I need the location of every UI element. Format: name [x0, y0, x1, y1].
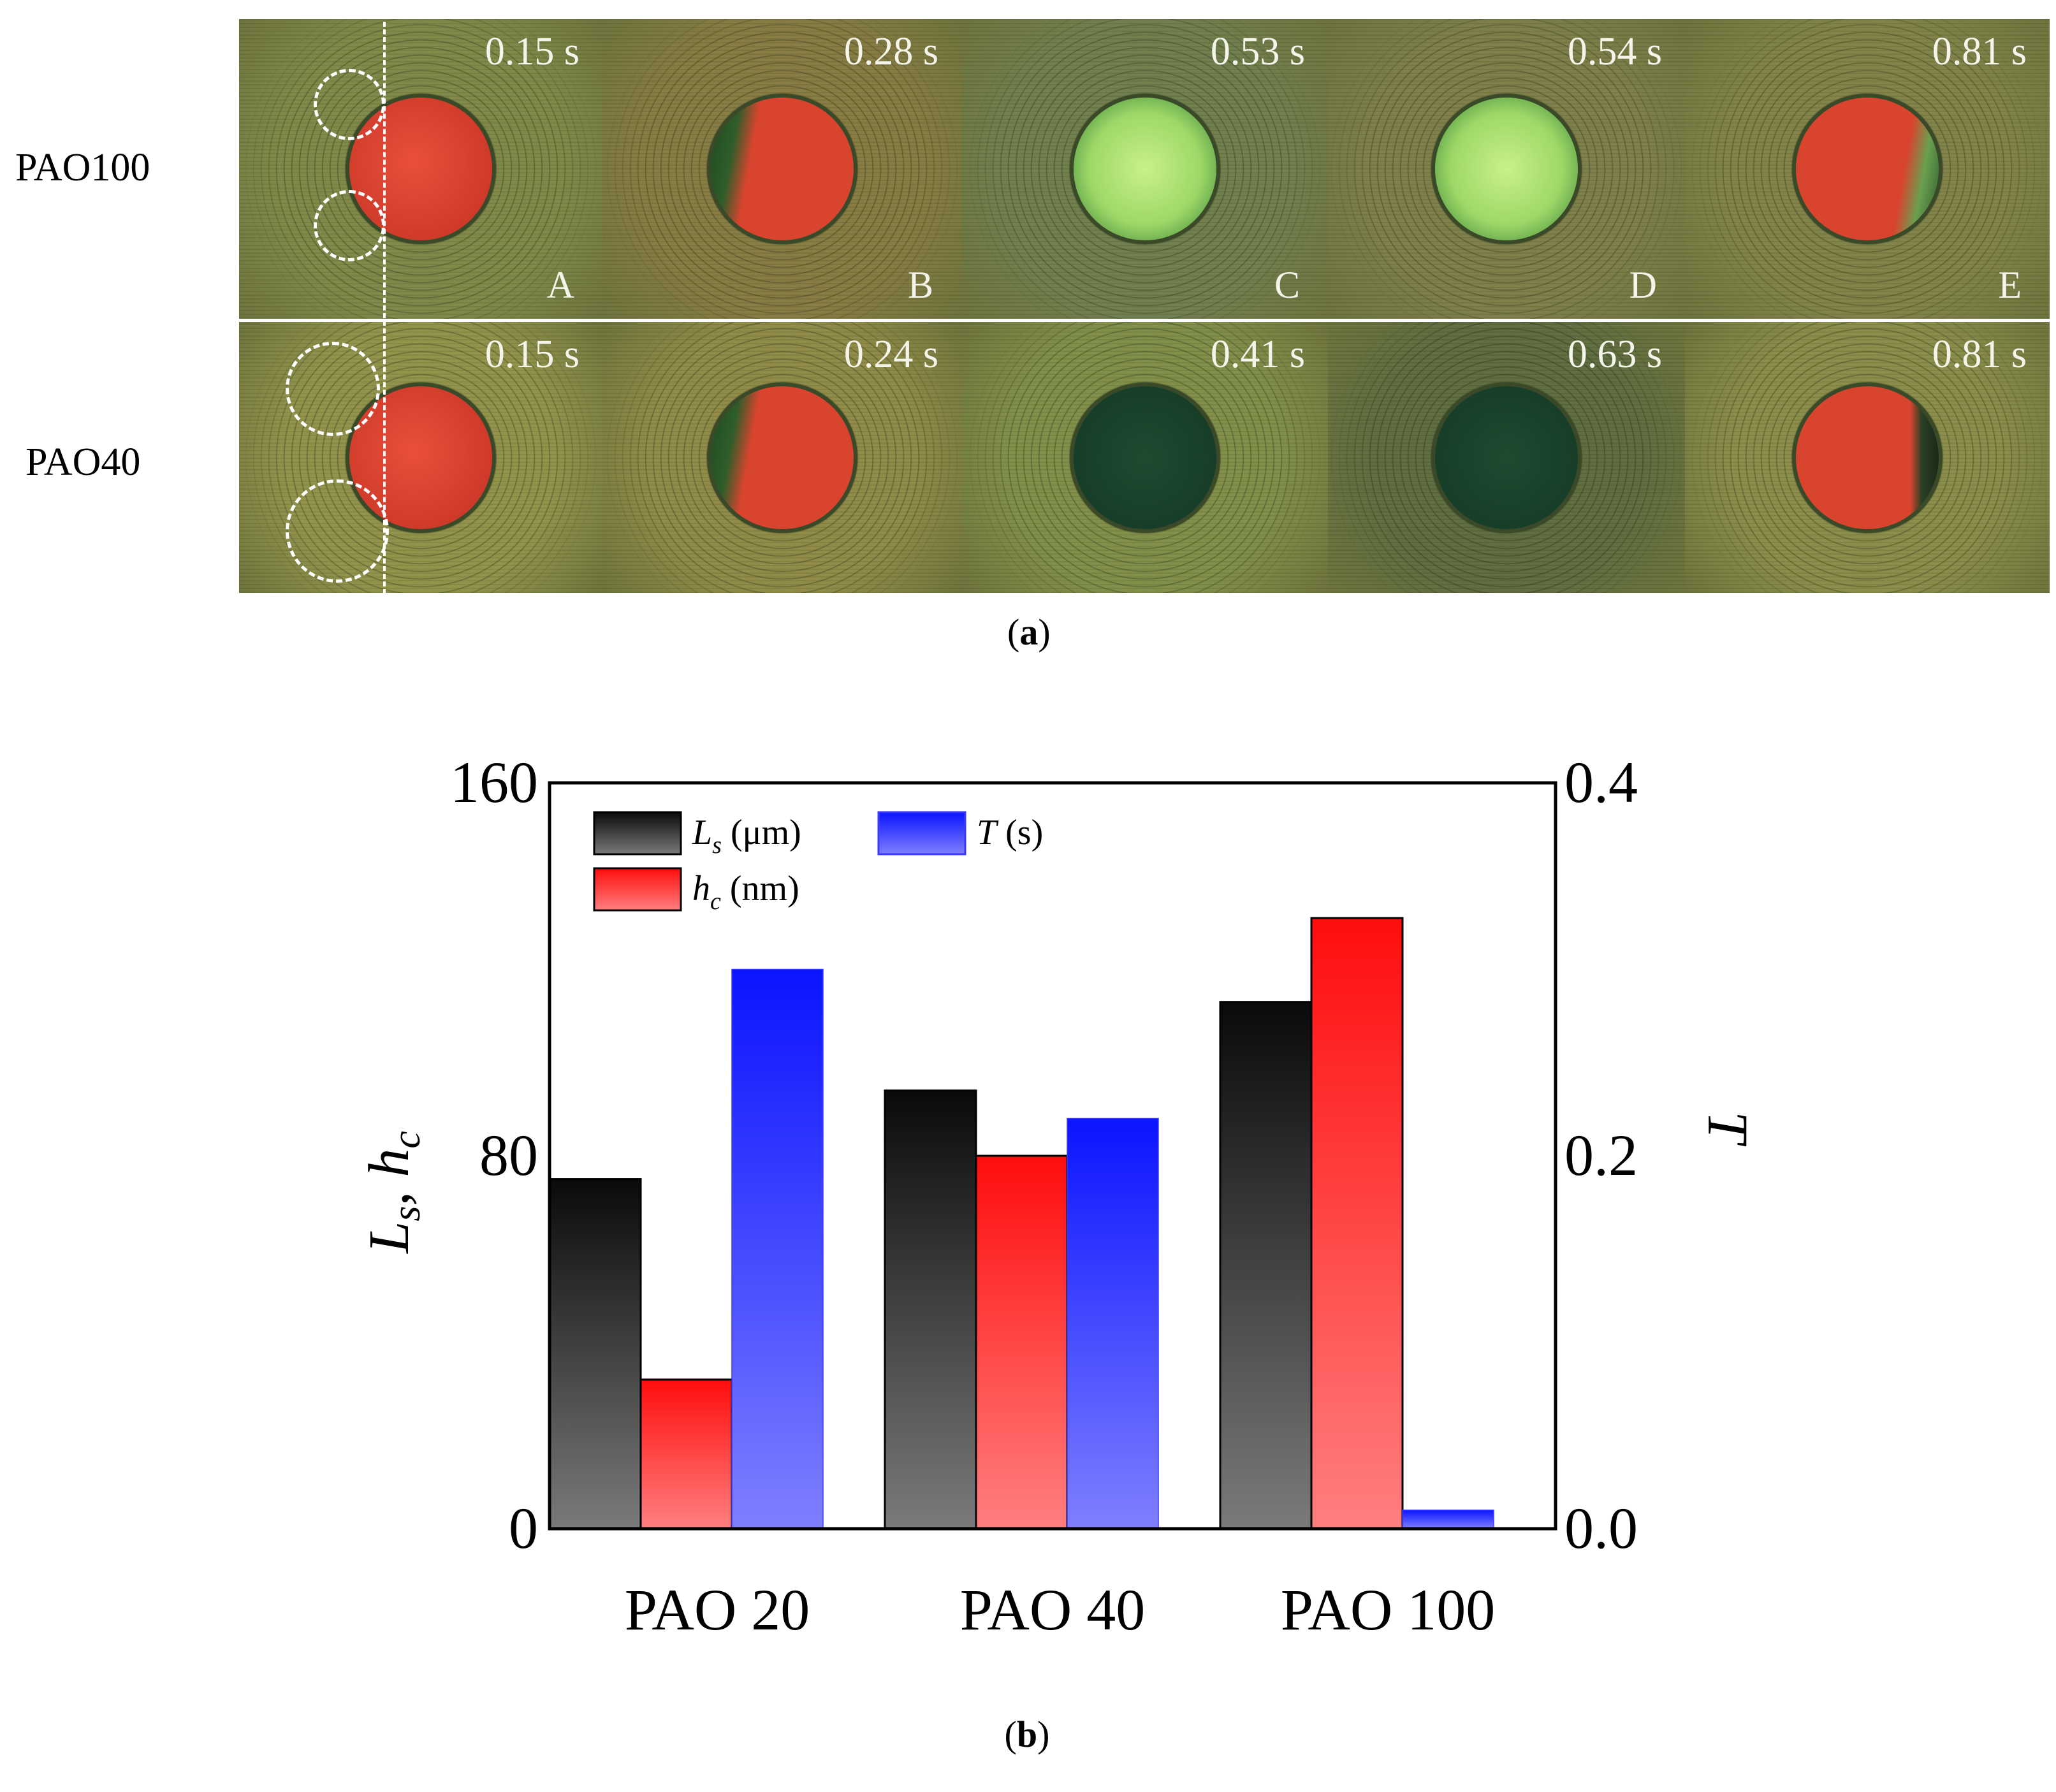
dashed-circle-marker: [314, 190, 385, 261]
micrograph-frame: 0.81 s: [1685, 322, 2050, 593]
bar-h-pao-40: [975, 1155, 1068, 1530]
legend-label: T (s): [977, 813, 1043, 852]
y-right-tick-label: 0.2: [1564, 1123, 1638, 1188]
frame-time-label: 0.41 s: [1210, 333, 1305, 376]
contact-disc: [1069, 94, 1220, 244]
frame-time-label: 0.81 s: [1932, 30, 2027, 73]
contact-disc: [706, 382, 857, 533]
micrograph-panel: PAO100 PAO40 0.15 s A 0.28 s B 0.53 s C 0.54 s…: [0, 0, 2056, 663]
panel-a-caption: (a): [1007, 611, 1051, 653]
bar-l-pao-40: [884, 1089, 977, 1530]
legend-swatch: [593, 867, 682, 912]
dashed-reference-line: [383, 22, 386, 594]
y-axis-right-label: T: [1696, 1111, 1759, 1147]
x-tick-label: PAO 100: [1281, 1577, 1496, 1642]
row-label-pao100: PAO100: [15, 146, 150, 189]
micrograph-frame: 0.41 s: [961, 322, 1328, 593]
panel-a-caption-text: a: [1019, 611, 1039, 653]
bar-h-pao-20: [639, 1378, 733, 1530]
micrograph-frame: 0.28 s B: [602, 19, 961, 319]
y-right-tick-label: 0.0: [1564, 1496, 1638, 1561]
micrograph-frame: 0.81 s E: [1685, 19, 2050, 319]
y-left-tick-label: 160: [450, 750, 538, 815]
micrograph-frame: 0.15 s A: [239, 19, 602, 319]
panel-b-caption: (b): [1005, 1714, 1050, 1755]
frame-time-label: 0.53 s: [1210, 30, 1305, 73]
x-tick-label: PAO 40: [960, 1577, 1146, 1642]
frame-time-label: 0.15 s: [485, 30, 580, 73]
x-tick-label: PAO 20: [625, 1577, 810, 1642]
micrograph-frame: 0.53 s C: [961, 19, 1328, 319]
frame-letter-label: D: [1629, 264, 1657, 306]
contact-disc: [706, 94, 857, 244]
bar-chart: 0 80 160 0.0 0.2 0.4 PAO 20 PAO 40 PAO 100 Ls (μ…: [358, 750, 1759, 1755]
bar-h-pao-100: [1310, 917, 1404, 1530]
bar-t-pao-100: [1402, 1510, 1494, 1529]
frame-letter-label: B: [907, 264, 933, 306]
bar-l-pao-100: [1219, 1001, 1313, 1530]
bar-l-pao-20: [548, 1178, 642, 1530]
frame-time-label: 0.28 s: [843, 30, 938, 73]
frame-letter-label: E: [1998, 264, 2022, 306]
micrograph-frame: 0.63 s: [1328, 322, 1685, 593]
dashed-circle-marker: [314, 69, 385, 140]
contact-disc: [1792, 382, 1943, 533]
contact-disc: [1431, 382, 1582, 533]
bar-t-pao-40: [1067, 1118, 1159, 1529]
y-left-tick-label: 0: [509, 1496, 538, 1561]
legend-label: Ls (μm): [692, 813, 801, 859]
frame-time-label: 0.54 s: [1567, 30, 1662, 73]
frame-time-label: 0.15 s: [485, 333, 580, 376]
panel-b-caption-text: b: [1017, 1714, 1037, 1755]
frame-letter-label: A: [546, 264, 574, 306]
micrograph-frame: 0.54 s D: [1328, 19, 1685, 319]
contact-disc: [1792, 94, 1943, 244]
frame-time-label: 0.24 s: [843, 333, 938, 376]
row-label-pao40: PAO40: [26, 441, 141, 484]
tick-group: 0 80 160 0.0 0.2 0.4 PAO 20 PAO 40 PAO 100: [450, 750, 1638, 1642]
frame-time-label: 0.81 s: [1932, 333, 2027, 376]
dashed-circle-marker: [286, 479, 389, 583]
bar-series-group: [548, 917, 1494, 1530]
y-right-tick-label: 0.4: [1564, 750, 1638, 815]
legend-swatch: [593, 811, 682, 856]
legend: Ls (μm) T (s) hc (nm): [593, 811, 1043, 915]
legend-swatch: [877, 811, 966, 856]
y-axis-left-label: Ls, hc: [358, 1131, 428, 1255]
y-left-tick-label: 80: [479, 1123, 538, 1188]
plot-frame: [548, 781, 1557, 1531]
bar-t-pao-20: [731, 968, 824, 1529]
contact-disc: [1431, 94, 1582, 244]
frame-time-label: 0.63 s: [1567, 333, 1662, 376]
micrograph-frame: 0.24 s: [602, 322, 961, 593]
frame-letter-label: C: [1274, 264, 1300, 306]
legend-label: hc (nm): [692, 869, 799, 915]
dashed-circle-marker: [286, 342, 380, 436]
contact-disc: [1069, 382, 1220, 533]
